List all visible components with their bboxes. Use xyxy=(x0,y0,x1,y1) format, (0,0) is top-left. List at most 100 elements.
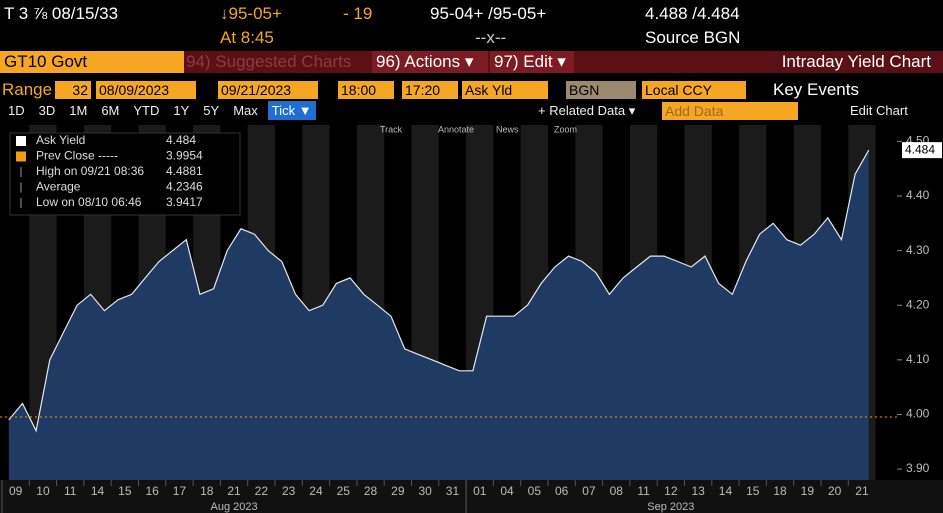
field[interactable]: Ask Yld xyxy=(462,81,548,99)
x-tick-label: 19 xyxy=(801,484,815,498)
chart-tool[interactable]: Zoom xyxy=(554,124,577,134)
x-tick-label: 23 xyxy=(282,484,296,498)
x-tick-label: 01 xyxy=(473,484,487,498)
x-tick-label: 31 xyxy=(446,484,460,498)
x-tick-label: 07 xyxy=(582,484,596,498)
related-data[interactable]: + Related Data ▾ xyxy=(538,103,636,118)
period-button[interactable]: Tick ▼ xyxy=(267,101,316,120)
x-tick-label: 16 xyxy=(145,484,159,498)
period-button[interactable]: 5Y xyxy=(203,103,220,118)
x-tick-label: 05 xyxy=(528,484,542,498)
security: T 3 ⅞ 08/15/33 xyxy=(4,4,119,23)
x-tick-label: 11 xyxy=(637,484,650,498)
y-tick-label: 3.90 xyxy=(906,461,930,475)
ticker[interactable]: GT10 Govt xyxy=(0,51,184,73)
add-data[interactable]: Add Data xyxy=(662,102,798,120)
legend-swatch xyxy=(16,136,26,146)
x-tick-label: 10 xyxy=(36,484,50,498)
bid-ask-yield: 4.488 /4.484 xyxy=(645,4,740,23)
legend-value: 3.9954 xyxy=(166,149,203,163)
month-label: Aug 2023 xyxy=(210,501,257,513)
x-tick-label: 20 xyxy=(828,484,842,498)
period-button[interactable]: Max xyxy=(233,103,258,118)
x-tick-label: 09 xyxy=(9,484,23,498)
range-count[interactable]: 32 xyxy=(55,81,91,99)
chart-tool[interactable]: Track xyxy=(380,124,403,134)
x-tick-label: 28 xyxy=(364,484,378,498)
x-tick-label: 21 xyxy=(855,484,869,498)
bid-ask-price: 95-04+ /95-05+ xyxy=(430,4,547,23)
chart-tool[interactable]: Annotate xyxy=(438,124,474,134)
end-time[interactable]: 17:20 xyxy=(402,81,458,99)
period-button[interactable]: 6M xyxy=(101,103,120,118)
x-tick-label: 15 xyxy=(746,484,760,498)
x-tick-label: 18 xyxy=(200,484,214,498)
x-tick-label: 18 xyxy=(773,484,787,498)
period-buttons: 1D 3D 1M 6M YTD 1Y 5Y Max Tick ▼ xyxy=(4,101,316,120)
y-tick-label: 4.00 xyxy=(906,407,930,421)
toolbar-title: Intraday Yield Chart xyxy=(781,52,931,71)
x-tick-label: 14 xyxy=(91,484,105,498)
x-tick-label: 11 xyxy=(64,484,77,498)
area xyxy=(8,150,869,480)
legend-label: Average xyxy=(36,180,81,194)
y-tick-label: 4.40 xyxy=(906,188,930,202)
chart: Track Annotate News Zoom 3.90 4.00 4.10 4.20 4.3… xyxy=(0,124,943,513)
source: Source BGN xyxy=(645,28,741,47)
range-label: Range xyxy=(2,80,53,99)
x-tick-label: 22 xyxy=(255,484,269,498)
x-tick-label: 04 xyxy=(500,484,514,498)
legend-panel xyxy=(9,132,241,216)
volume: --x-- xyxy=(475,28,507,47)
range-start[interactable]: 08/09/2023 xyxy=(96,81,196,99)
x-tick-label: 21 xyxy=(227,484,241,498)
period-button[interactable]: 1Y xyxy=(173,103,190,118)
key-events[interactable]: Key Events xyxy=(773,80,859,99)
line xyxy=(8,149,870,433)
range-end[interactable]: 09/21/2023 xyxy=(218,81,318,99)
last-value-label: 4.484 xyxy=(905,142,935,156)
x-tick-label: 12 xyxy=(664,484,678,498)
period-button[interactable]: 1M xyxy=(69,103,88,118)
legend-label: Ask Yield xyxy=(36,133,85,147)
time: At 8:45 xyxy=(220,28,274,47)
x-tick-label: 25 xyxy=(337,484,351,498)
start-time[interactable]: 18:00 xyxy=(338,81,394,99)
y-tick-label: 4.30 xyxy=(906,243,930,257)
legend-value: 4.4881 xyxy=(166,164,203,178)
suggested-charts[interactable]: 94) Suggested Charts xyxy=(186,52,352,71)
last-value-tag xyxy=(902,142,942,159)
x-tick-label: 29 xyxy=(391,484,405,498)
period-button[interactable]: 3D xyxy=(38,103,56,118)
x-tick-label: 15 xyxy=(118,484,132,498)
x-tick-label: 30 xyxy=(418,484,432,498)
legend-label: Low on 08/10 06:46 xyxy=(36,195,142,209)
change-price: ↓95-05+ xyxy=(220,4,282,23)
x-tick-label: 06 xyxy=(555,484,569,498)
legend-value: 4.2346 xyxy=(166,180,203,194)
x-axis-band xyxy=(0,480,943,513)
edit[interactable]: 97) Edit ▾ xyxy=(490,51,574,73)
legend-value: 4.484 xyxy=(166,133,196,147)
period-button[interactable]: YTD xyxy=(133,103,160,118)
legend-swatch xyxy=(16,151,26,162)
period-button[interactable]: 1D xyxy=(8,103,25,118)
y-tick-label: 4.10 xyxy=(906,352,930,366)
month-label: Sep 2023 xyxy=(647,501,694,513)
chart-tool[interactable]: News xyxy=(496,124,519,134)
x-tick-label: 14 xyxy=(719,484,733,498)
y-tick-label: 4.20 xyxy=(906,297,930,311)
x-tick-label: 13 xyxy=(691,484,705,498)
currency[interactable]: Local CCY xyxy=(642,81,746,99)
legend-value: 3.9417 xyxy=(166,195,203,209)
x-tick-label: 17 xyxy=(173,484,187,498)
edit-chart[interactable]: Edit Chart xyxy=(850,103,908,118)
x-tick-label: 08 xyxy=(610,484,624,498)
x-tick-label: 24 xyxy=(309,484,323,498)
actions[interactable]: 96) Actions ▾ xyxy=(372,51,488,73)
change: - 19 xyxy=(343,4,373,23)
legend-label: Prev Close ----- xyxy=(36,149,118,163)
legend-label: High on 09/21 08:36 xyxy=(36,164,144,178)
source-box[interactable]: BGN xyxy=(566,81,636,99)
